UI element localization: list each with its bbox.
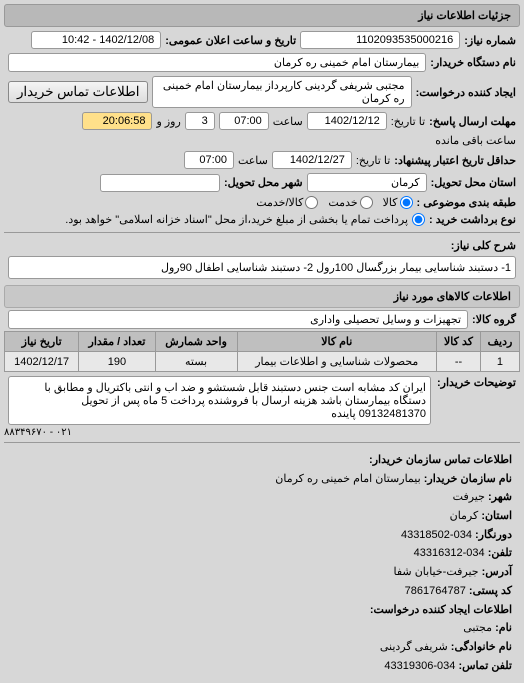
- province-label: استان محل تحویل:: [431, 176, 516, 189]
- city-value: [100, 174, 220, 192]
- radio-khedmat[interactable]: [360, 196, 373, 209]
- col-rownum: ردیف: [480, 332, 519, 352]
- table-header-row: ردیف کد کالا نام کالا واحد شمارش تعداد /…: [5, 332, 520, 352]
- validity-date: 1402/12/27: [272, 151, 352, 169]
- validity-until-label: تا تاریخ:: [356, 154, 390, 167]
- cell-date: 1402/12/17: [5, 352, 79, 372]
- row-creator: ایجاد کننده درخواست: مجتبی شریفی گردینی …: [4, 74, 520, 110]
- row-buyer: نام دستگاه خریدار: بیمارستان امام خمینی …: [4, 51, 520, 74]
- cell-code: --: [437, 352, 481, 372]
- buyer-note-label: توضیحات خریدار:: [437, 376, 516, 389]
- deadline-time: 07:00: [219, 112, 269, 130]
- org-contact-title: اطلاعات تماس سازمان خریدار:: [369, 454, 512, 466]
- deadline-label: مهلت ارسال پاسخ:: [429, 115, 516, 128]
- table-row: 1 -- محصولات شناسایی و اطلاعات بیمار بست…: [5, 352, 520, 372]
- cell-unit: بسته: [155, 352, 237, 372]
- panel-title: جزئیات اطلاعات نیاز: [4, 4, 520, 27]
- remaining-suffix: ساعت باقی مانده: [435, 134, 516, 147]
- goods-table: ردیف کد کالا نام کالا واحد شمارش تعداد /…: [4, 331, 520, 372]
- goods-section-title: اطلاعات کالاهای مورد نیاز: [4, 285, 520, 308]
- row-pay: نوع برداشت خرید : پرداخت تمام یا بخشی از…: [4, 211, 520, 228]
- validity-time: 07:00: [184, 151, 234, 169]
- phone-footer: ۰۲۱ - ۸۸۳۴۹۶۷۰: [4, 427, 520, 438]
- separator-2: [4, 442, 520, 443]
- creator-label: ایجاد کننده درخواست:: [416, 86, 516, 99]
- row-number: شماره نیاز: 1102093535000216 تاریخ و ساع…: [4, 29, 520, 51]
- org-contact-block: اطلاعات تماس سازمان خریدار: نام سازمان خ…: [4, 447, 520, 679]
- creator-lname-label: نام خانوادگی:: [451, 641, 512, 653]
- col-code: کد کالا: [437, 332, 481, 352]
- row-goods-group: گروه کالا: تجهیزات و وسایل تحصیلی واداری: [4, 308, 520, 331]
- announce-datetime: 1402/12/08 - 10:42: [31, 31, 161, 49]
- org-address-label: آدرس:: [482, 566, 512, 578]
- buyer-contact-button[interactable]: اطلاعات تماس خریدار: [8, 81, 148, 103]
- row-deadline: مهلت ارسال پاسخ: تا تاریخ: 1402/12/12 سا…: [4, 110, 520, 149]
- org-fax-label: دورنگار:: [475, 529, 512, 541]
- need-details-panel: جزئیات اطلاعات نیاز شماره نیاز: 11020935…: [0, 0, 524, 683]
- creator-tel-label: تلفن تماس:: [458, 660, 512, 672]
- deadline-time-label: ساعت: [273, 115, 303, 128]
- creator-contact-title: اطلاعات ایجاد کننده درخواست:: [370, 604, 512, 616]
- col-date: تاریخ نیاز: [5, 332, 79, 352]
- creator-tel: 034-43319306: [384, 660, 455, 672]
- budget-radio-group: کالا خدمت کالا/خدمت: [256, 196, 412, 209]
- row-location: استان محل تحویل: کرمان شهر محل تحویل:: [4, 171, 520, 194]
- org-tel: 034-43316312: [414, 547, 485, 559]
- pay-note: پرداخت تمام یا بخشی از مبلغ خرید،از محل …: [65, 213, 408, 226]
- deadline-until-label: تا تاریخ:: [391, 115, 425, 128]
- validity-time-label: ساعت: [238, 154, 268, 167]
- org-address: جیرفت-خیابان شفا: [394, 566, 479, 578]
- goods-group: تجهیزات و وسایل تحصیلی واداری: [8, 310, 468, 329]
- org-postal-label: کد پستی:: [469, 585, 512, 597]
- separator: [4, 232, 520, 233]
- cell-rownum: 1: [480, 352, 519, 372]
- radio-kala[interactable]: [400, 196, 413, 209]
- province-value: کرمان: [307, 173, 427, 192]
- org-tel-label: تلفن:: [488, 547, 512, 559]
- buyer-name: بیمارستان امام خمینی ره کرمان: [8, 53, 426, 72]
- radio-both-label: کالا/خدمت: [256, 196, 303, 209]
- radio-pay[interactable]: [412, 213, 425, 226]
- creator-name: مجتبی شریفی گردینی کارپرداز بیمارستان ام…: [152, 76, 411, 108]
- radio-both[interactable]: [305, 196, 318, 209]
- org-postal: 7861764787: [405, 585, 466, 597]
- summary-text: 1- دستبند شناسایی بیمار بزرگسال 100رول 2…: [8, 256, 516, 279]
- deadline-date: 1402/12/12: [307, 112, 387, 130]
- need-number: 1102093535000216: [300, 31, 460, 49]
- radio-khedmat-label: خدمت: [328, 196, 357, 209]
- city-label: شهر محل تحویل:: [224, 176, 303, 189]
- budget-label: طبقه بندی موضوعی :: [417, 196, 516, 209]
- validity-label: حداقل تاریخ اعتبار پیشنهاد:: [394, 154, 516, 167]
- col-qty: تعداد / مقدار: [79, 332, 155, 352]
- org-province-label: استان:: [481, 510, 512, 522]
- need-number-label: شماره نیاز:: [464, 34, 516, 47]
- org-city-label: شهر:: [488, 491, 512, 503]
- col-unit: واحد شمارش: [155, 332, 237, 352]
- row-buyer-note: توضیحات خریدار: ایران کد مشابه است جنس د…: [4, 374, 520, 427]
- cell-qty: 190: [79, 352, 155, 372]
- org-city: جیرفت: [453, 491, 485, 503]
- radio-kala-label: کالا: [383, 196, 398, 209]
- col-name: نام کالا: [237, 332, 436, 352]
- org-name: بیمارستان امام خمینی ره کرمان: [275, 473, 420, 485]
- row-budget: طبقه بندی موضوعی : کالا خدمت کالا/خدمت: [4, 194, 520, 211]
- row-summary: شرح کلی نیاز: 1- دستبند شناسایی بیمار بز…: [4, 237, 520, 281]
- cell-name: محصولات شناسایی و اطلاعات بیمار: [237, 352, 436, 372]
- org-province: کرمان: [450, 510, 479, 522]
- creator-fname: مجتبی: [463, 622, 492, 634]
- remaining-days: 3: [185, 112, 215, 130]
- pay-label: نوع برداشت خرید :: [429, 213, 516, 226]
- row-validity: حداقل تاریخ اعتبار پیشنهاد: تا تاریخ: 14…: [4, 149, 520, 171]
- buyer-note-text: ایران کد مشابه است جنس دستبند قابل شستشو…: [8, 376, 431, 425]
- creator-lname: شریفی گردینی: [380, 641, 448, 653]
- remaining-days-label: روز و: [156, 115, 180, 128]
- org-fax: 034-43318502: [401, 529, 472, 541]
- buyer-label: نام دستگاه خریدار:: [430, 56, 516, 69]
- org-label: نام سازمان خریدار:: [424, 473, 512, 485]
- summary-label: شرح کلی نیاز:: [451, 239, 516, 252]
- announce-label: تاریخ و ساعت اعلان عمومی:: [165, 34, 296, 47]
- creator-fname-label: نام:: [495, 622, 512, 634]
- goods-group-label: گروه کالا:: [472, 313, 516, 326]
- remaining-time: 20:06:58: [82, 112, 152, 130]
